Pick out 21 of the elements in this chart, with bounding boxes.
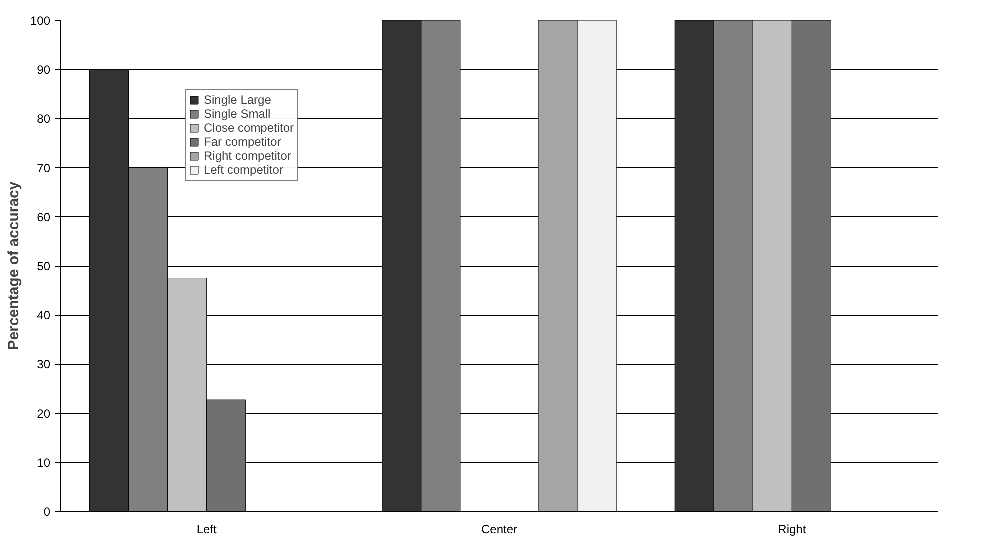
y-tick-label: 20	[37, 406, 51, 421]
legend-label: Single Large	[204, 93, 272, 107]
legend-label: Close competitor	[204, 121, 294, 135]
y-tick-label: 10	[37, 456, 51, 470]
x-tick-label: Left	[196, 522, 218, 536]
y-tick-label: 0	[44, 505, 51, 519]
y-axis-title: Percentage of accuracy	[5, 181, 22, 350]
y-tick-label: 40	[37, 308, 51, 323]
y-tick-label: 50	[37, 260, 51, 274]
y-tick-label: 30	[37, 358, 51, 372]
legend-label: Right competitor	[204, 149, 292, 163]
y-tick-label: 100	[30, 14, 51, 28]
legend-label: Far competitor	[204, 135, 282, 149]
y-tick-label: 80	[37, 112, 51, 126]
x-tick-label: Right	[778, 522, 807, 536]
x-tick-label: Center	[481, 522, 518, 536]
legend-label: Single Small	[204, 107, 271, 121]
legend-label: Left competitor	[204, 163, 284, 177]
y-tick-label: 90	[37, 63, 51, 78]
y-tick-label: 60	[37, 210, 51, 224]
y-tick-label: 70	[37, 161, 51, 176]
